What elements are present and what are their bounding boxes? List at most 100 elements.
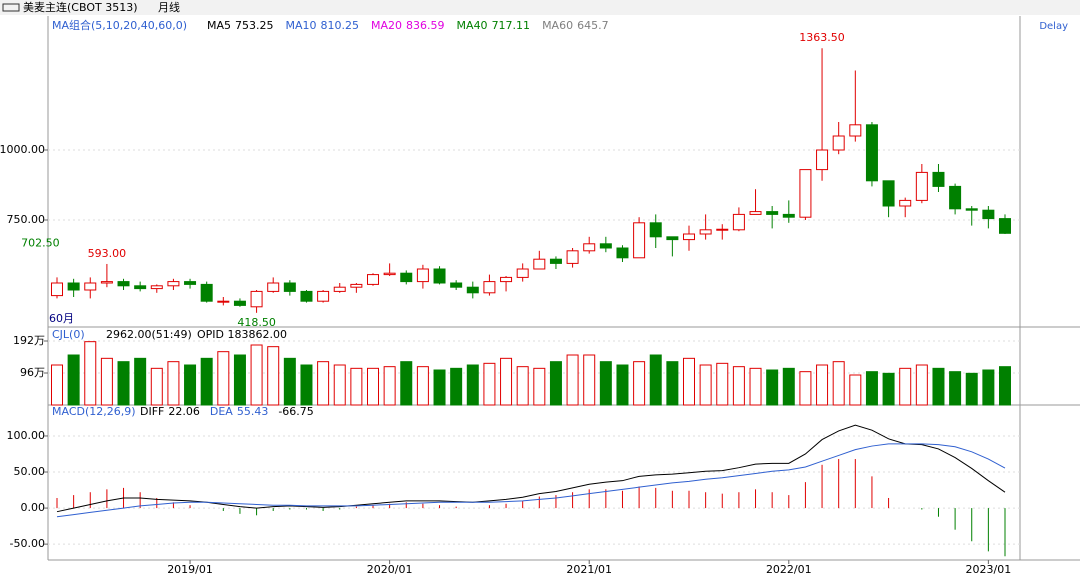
macd-tick-label: -50.00 bbox=[10, 537, 45, 550]
candle-body bbox=[932, 171, 945, 187]
volume-bar bbox=[865, 371, 878, 406]
annotation: 418.50 bbox=[237, 316, 276, 329]
candle-body bbox=[200, 283, 213, 302]
candle-body bbox=[882, 180, 895, 207]
volume-bar bbox=[633, 361, 646, 406]
candle-body bbox=[533, 258, 546, 270]
volume-bar bbox=[500, 357, 513, 406]
candle-body bbox=[832, 135, 845, 151]
volume-bar bbox=[51, 364, 63, 406]
ma-value: 810.25 bbox=[321, 19, 360, 32]
candle-body bbox=[250, 290, 263, 308]
macd-legend-name: DIFF bbox=[140, 405, 164, 418]
candle-body bbox=[367, 274, 379, 285]
y-tick-label: 1000.00 bbox=[0, 143, 45, 156]
volume-bar bbox=[683, 357, 695, 406]
macd-tick-label: 0.00 bbox=[21, 501, 46, 514]
candle-body bbox=[766, 211, 779, 215]
ma-name: MA5 bbox=[207, 19, 231, 32]
volume-bar bbox=[932, 367, 945, 406]
volume-bar bbox=[749, 367, 762, 406]
ma-name: MA60 bbox=[542, 19, 573, 32]
candle-body bbox=[616, 247, 629, 259]
volume-bar bbox=[466, 364, 479, 406]
volume-bar bbox=[599, 361, 612, 406]
candle-body bbox=[450, 282, 463, 288]
macd-dea bbox=[56, 443, 1006, 518]
volume-bar bbox=[666, 361, 679, 406]
candle-body bbox=[84, 282, 97, 291]
candle-body bbox=[749, 211, 762, 215]
volume-bar bbox=[233, 354, 246, 406]
volume-bar bbox=[849, 374, 862, 406]
volume-bar bbox=[217, 351, 230, 406]
candle-body bbox=[383, 272, 396, 276]
candle-body bbox=[816, 149, 829, 171]
candle-body bbox=[317, 290, 330, 302]
candle-body bbox=[51, 282, 63, 297]
x-tick-label: 2022/01 bbox=[766, 563, 812, 576]
candle-body bbox=[150, 285, 163, 290]
candle-body bbox=[999, 218, 1011, 234]
volume-tick-label: 192万 bbox=[13, 334, 45, 347]
volume-bar bbox=[167, 361, 180, 406]
candle-body bbox=[217, 300, 230, 303]
candle-body bbox=[117, 281, 130, 287]
candle-body bbox=[782, 213, 795, 218]
annotation: 1363.50 bbox=[799, 31, 845, 44]
title-bar bbox=[0, 0, 1080, 15]
candle-body bbox=[416, 268, 429, 283]
volume-bar bbox=[982, 369, 995, 406]
window-icon bbox=[2, 3, 20, 12]
volume-bar bbox=[267, 346, 280, 406]
candle-body bbox=[699, 229, 712, 235]
volume-bar bbox=[732, 366, 745, 406]
volume-bar bbox=[483, 362, 496, 406]
volume-bar bbox=[400, 361, 413, 406]
candle-body bbox=[350, 283, 363, 288]
candle-body bbox=[549, 258, 562, 264]
ma-title[interactable]: MA组合(5,10,20,40,60,0) bbox=[52, 18, 187, 32]
candle-body bbox=[649, 222, 662, 238]
macd-title[interactable]: MACD(12,26,9) bbox=[52, 405, 136, 418]
candle-body bbox=[799, 169, 812, 218]
volume-bar bbox=[583, 354, 596, 406]
x-tick-label: 2020/01 bbox=[367, 563, 413, 576]
volume-bar bbox=[716, 362, 729, 406]
macd-tick-label: 50.00 bbox=[14, 465, 46, 478]
volume-bar bbox=[433, 369, 446, 406]
symbol: 美麦主连(CBOT 3513) bbox=[23, 1, 138, 14]
volume-bar bbox=[450, 367, 463, 406]
volume-bar bbox=[283, 357, 296, 406]
delay: Delay bbox=[1039, 21, 1068, 32]
volume-bar bbox=[100, 357, 113, 406]
candle-body bbox=[500, 276, 513, 283]
macd-diff bbox=[56, 424, 1006, 513]
volume-bar bbox=[67, 354, 80, 406]
candle-body bbox=[333, 286, 346, 292]
candle-body bbox=[516, 268, 529, 278]
candle-body bbox=[982, 209, 995, 220]
volume-bar bbox=[899, 367, 912, 406]
period[interactable]: 月线 bbox=[158, 0, 180, 14]
volume-title[interactable]: CJL(0) bbox=[52, 328, 85, 341]
candle-body bbox=[949, 185, 962, 210]
ma-value: 753.25 bbox=[235, 19, 274, 32]
volume-bar bbox=[333, 364, 346, 406]
candle-body bbox=[666, 236, 679, 241]
volume-bar bbox=[367, 367, 379, 406]
volume-bar bbox=[699, 364, 712, 406]
volume-bar bbox=[416, 366, 429, 406]
volume-bar bbox=[816, 364, 829, 406]
volume-tick-label: 96万 bbox=[20, 366, 45, 379]
volume-bar bbox=[300, 364, 313, 406]
macd-tick-label: 100.00 bbox=[7, 429, 46, 442]
volume-bar bbox=[317, 361, 330, 406]
volume-bar bbox=[134, 357, 147, 406]
macd-legend-name: DEA bbox=[210, 405, 233, 418]
candle-body bbox=[483, 281, 496, 294]
ma-value: 717.11 bbox=[492, 19, 531, 32]
volume-bar bbox=[383, 366, 396, 406]
ma-name: MA40 bbox=[457, 19, 488, 32]
